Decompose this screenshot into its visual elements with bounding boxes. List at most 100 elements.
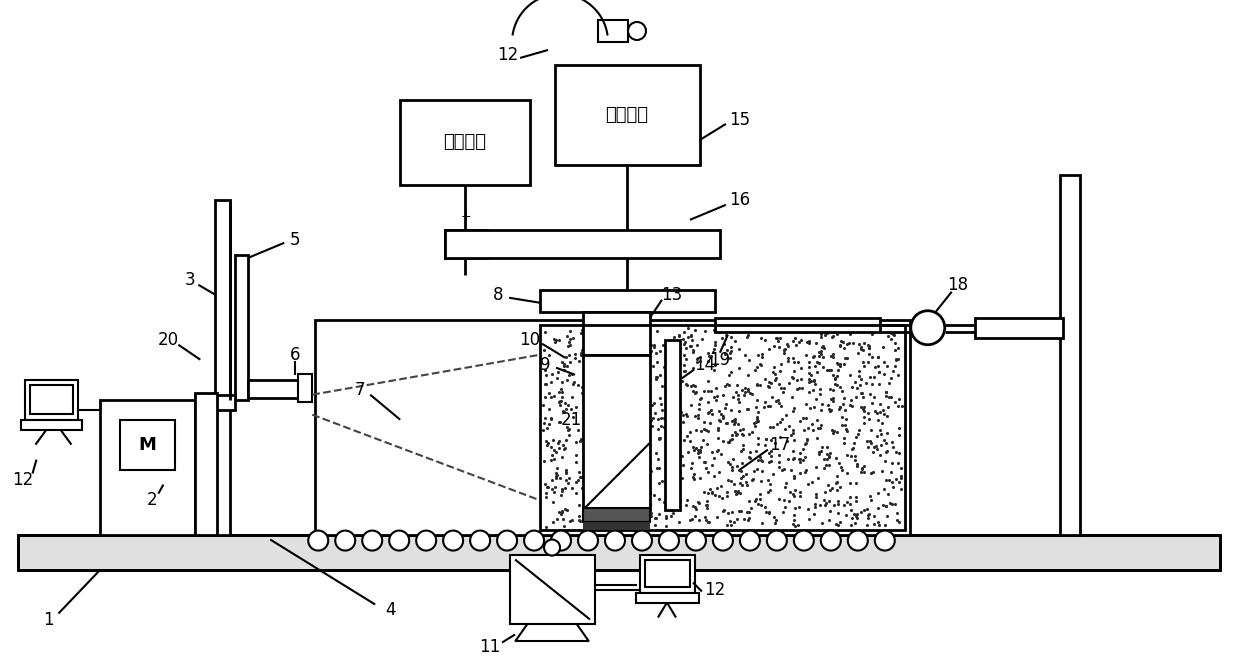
Point (536, 378, 556, 389)
Point (689, 514, 709, 525)
Point (671, 495, 691, 505)
Point (546, 482, 565, 492)
Point (640, 498, 660, 509)
Point (609, 401, 629, 412)
Point (543, 445, 563, 455)
Point (681, 330, 701, 341)
Point (846, 377, 866, 387)
Point (784, 353, 804, 363)
Point (800, 377, 820, 387)
Point (804, 425, 823, 436)
Point (657, 445, 677, 455)
Point (680, 427, 699, 438)
Point (704, 490, 724, 500)
Point (806, 489, 826, 500)
Point (763, 469, 782, 479)
Point (667, 473, 687, 483)
Point (653, 413, 673, 423)
Point (565, 349, 585, 359)
Point (782, 489, 802, 500)
Point (869, 450, 889, 461)
Point (675, 366, 694, 376)
Point (563, 411, 583, 422)
Point (853, 391, 873, 402)
Point (789, 337, 808, 347)
Point (609, 341, 629, 352)
Point (823, 395, 843, 406)
Point (864, 391, 884, 402)
Point (632, 461, 652, 471)
Point (651, 345, 671, 356)
Point (785, 502, 805, 513)
Point (614, 389, 634, 399)
Point (805, 402, 825, 413)
Point (578, 354, 598, 364)
Point (670, 426, 689, 437)
Point (579, 447, 599, 458)
Point (652, 476, 672, 486)
Point (820, 515, 839, 526)
Point (697, 496, 717, 507)
Point (662, 362, 682, 372)
Point (769, 398, 789, 409)
Point (594, 372, 614, 382)
Point (588, 354, 608, 364)
Point (688, 497, 708, 507)
Point (613, 498, 632, 508)
Point (766, 396, 786, 407)
Point (725, 417, 745, 428)
Point (709, 491, 729, 501)
Point (591, 430, 611, 441)
Point (784, 473, 804, 484)
Point (852, 387, 872, 398)
Circle shape (470, 530, 490, 550)
Point (603, 368, 622, 379)
Point (656, 345, 676, 356)
Point (640, 396, 660, 407)
Point (877, 411, 897, 422)
Point (620, 335, 640, 346)
Point (556, 474, 575, 485)
Point (591, 476, 611, 486)
Point (759, 506, 779, 517)
Point (630, 337, 650, 348)
Point (719, 437, 739, 447)
Point (794, 455, 813, 466)
Point (823, 331, 843, 341)
Point (677, 411, 697, 422)
Point (588, 422, 608, 433)
Point (851, 387, 870, 398)
Point (746, 401, 766, 412)
Point (590, 390, 610, 401)
Point (610, 344, 630, 355)
Text: 油压系统: 油压系统 (444, 133, 486, 151)
Point (791, 335, 811, 346)
Point (610, 409, 630, 420)
Point (614, 458, 634, 469)
Point (828, 358, 848, 369)
Point (694, 457, 714, 468)
Point (795, 439, 815, 449)
Point (603, 510, 622, 521)
Point (717, 330, 737, 341)
Point (558, 340, 578, 351)
Text: 12: 12 (12, 471, 33, 488)
Point (619, 337, 639, 348)
Point (744, 418, 764, 428)
Point (599, 443, 619, 453)
Point (715, 381, 735, 391)
Circle shape (658, 530, 680, 550)
Point (789, 454, 808, 465)
Point (760, 401, 780, 412)
Point (875, 387, 895, 397)
Point (810, 500, 830, 510)
Point (889, 430, 909, 440)
Point (593, 442, 613, 453)
Point (630, 405, 650, 416)
Point (598, 438, 618, 448)
Point (583, 424, 603, 435)
Point (672, 473, 692, 483)
Point (546, 473, 565, 483)
Point (873, 500, 893, 510)
Point (537, 440, 557, 451)
